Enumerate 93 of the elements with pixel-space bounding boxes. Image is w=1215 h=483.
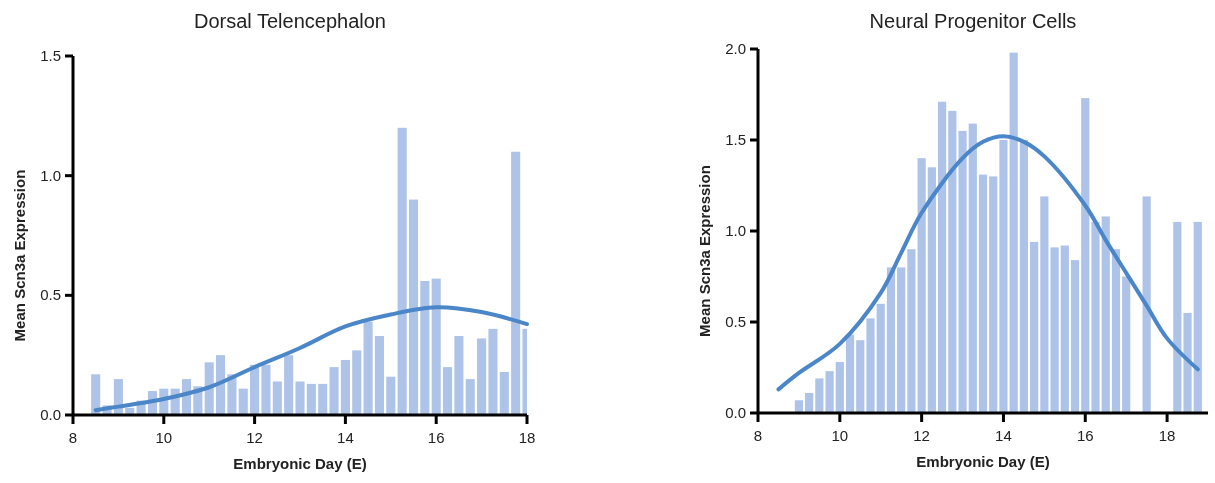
bar bbox=[1173, 221, 1182, 413]
bar bbox=[329, 367, 339, 415]
bar bbox=[1050, 247, 1059, 413]
y-tick-label: 0.0 bbox=[725, 404, 746, 421]
chart-title: Neural Progenitor Cells bbox=[869, 10, 1077, 32]
bar bbox=[511, 151, 521, 415]
bar bbox=[374, 336, 384, 415]
bar bbox=[958, 130, 967, 413]
bar bbox=[318, 383, 328, 415]
bar bbox=[978, 174, 988, 413]
x-tick-label: 8 bbox=[68, 429, 78, 446]
bar bbox=[363, 321, 373, 415]
bar bbox=[1111, 249, 1121, 413]
bar bbox=[443, 367, 453, 415]
bar bbox=[948, 110, 957, 413]
bar bbox=[1060, 245, 1069, 413]
bar bbox=[340, 359, 350, 415]
x-tick-label: 18 bbox=[518, 429, 536, 446]
bar bbox=[488, 328, 498, 415]
bar bbox=[499, 371, 509, 415]
bar bbox=[1030, 241, 1039, 413]
y-tick-label: 1.0 bbox=[40, 166, 61, 184]
bar bbox=[1019, 140, 1028, 413]
bar bbox=[431, 278, 441, 415]
bar bbox=[917, 158, 926, 413]
bar bbox=[1070, 260, 1080, 413]
y-tick-label: 0.5 bbox=[725, 313, 746, 330]
y-tick-label: 1.5 bbox=[725, 131, 746, 148]
bar bbox=[1040, 196, 1049, 413]
bar bbox=[794, 400, 803, 413]
bar bbox=[938, 101, 947, 413]
bar bbox=[989, 176, 998, 413]
bar bbox=[397, 127, 407, 415]
y-axis-title: Mean Scn3a Expression bbox=[696, 165, 713, 337]
bar bbox=[465, 379, 475, 415]
bar bbox=[1183, 312, 1192, 413]
bar bbox=[477, 338, 487, 415]
x-tick-label: 10 bbox=[831, 427, 849, 444]
bar bbox=[856, 340, 865, 413]
bar bbox=[835, 362, 844, 413]
bar bbox=[1193, 221, 1202, 413]
bar bbox=[204, 362, 214, 415]
y-tick-label: 1.0 bbox=[725, 222, 746, 239]
line-series bbox=[776, 134, 1200, 392]
line-series bbox=[93, 305, 529, 413]
bar bbox=[91, 374, 101, 415]
bar bbox=[999, 140, 1008, 413]
bar bbox=[216, 355, 226, 415]
bar bbox=[907, 249, 916, 413]
x-tick-label: 12 bbox=[913, 427, 930, 444]
bar bbox=[886, 267, 896, 413]
y-tick-label: 2.0 bbox=[725, 40, 746, 57]
bar bbox=[968, 123, 977, 413]
bar bbox=[238, 388, 248, 415]
bar bbox=[1091, 221, 1100, 413]
y-tick-label: 0.5 bbox=[40, 286, 61, 304]
y-tick-label: 0.0 bbox=[40, 406, 61, 423]
bar bbox=[272, 381, 282, 415]
bar bbox=[352, 350, 362, 415]
bar bbox=[866, 318, 875, 413]
bar bbox=[845, 334, 855, 413]
bar bbox=[805, 392, 814, 413]
y-tick-label: 1.5 bbox=[40, 47, 61, 64]
bar bbox=[261, 364, 271, 415]
bar bbox=[408, 199, 419, 415]
bar bbox=[1009, 52, 1018, 413]
bar bbox=[420, 280, 430, 415]
bar bbox=[825, 371, 834, 413]
y-axis-title: Mean Scn3a Expression bbox=[11, 169, 28, 342]
x-tick-label: 12 bbox=[246, 429, 263, 446]
x-axis-title: Embryonic Day (E) bbox=[233, 455, 367, 472]
bar bbox=[1081, 98, 1090, 413]
x-tick-label: 16 bbox=[1076, 427, 1094, 444]
bar bbox=[876, 303, 885, 413]
x-tick-label: 16 bbox=[427, 429, 445, 446]
x-axis-title: Embryonic Day (E) bbox=[916, 453, 1050, 470]
x-tick-label: 8 bbox=[753, 427, 763, 444]
bar bbox=[284, 355, 294, 415]
bar bbox=[1101, 216, 1110, 413]
bar bbox=[386, 376, 396, 415]
bar bbox=[815, 378, 824, 413]
x-tick-label: 14 bbox=[995, 427, 1012, 444]
bar bbox=[1122, 276, 1131, 413]
x-tick-label: 14 bbox=[337, 429, 354, 446]
x-tick-label: 18 bbox=[1158, 427, 1176, 444]
bar bbox=[927, 167, 936, 413]
chart-title: Dorsal Telencephalon bbox=[194, 10, 386, 32]
bar bbox=[454, 336, 464, 415]
bar bbox=[897, 267, 906, 413]
bar bbox=[306, 383, 316, 415]
bar bbox=[1142, 196, 1151, 413]
bar bbox=[295, 381, 305, 415]
x-tick-label: 10 bbox=[155, 429, 173, 446]
